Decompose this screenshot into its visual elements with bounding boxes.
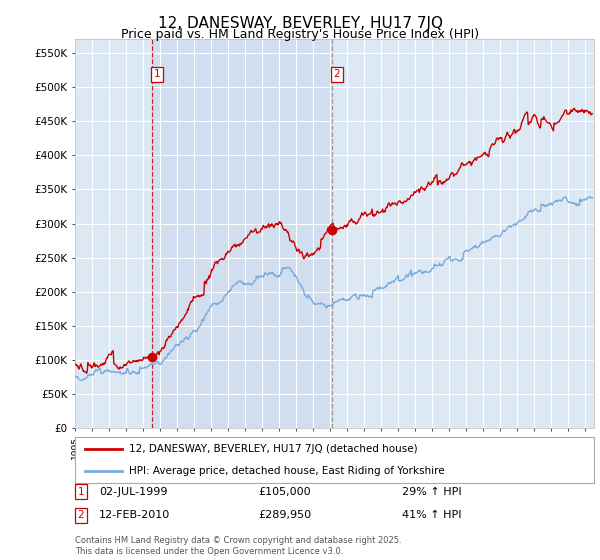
Text: 41% ↑ HPI: 41% ↑ HPI — [402, 510, 461, 520]
Text: 1: 1 — [77, 487, 85, 497]
Text: 12-FEB-2010: 12-FEB-2010 — [99, 510, 170, 520]
Text: 12, DANESWAY, BEVERLEY, HU17 7JQ: 12, DANESWAY, BEVERLEY, HU17 7JQ — [157, 16, 443, 31]
Text: £289,950: £289,950 — [258, 510, 311, 520]
Bar — [152, 39, 332, 428]
Text: Price paid vs. HM Land Registry's House Price Index (HPI): Price paid vs. HM Land Registry's House … — [121, 28, 479, 41]
Text: 29% ↑ HPI: 29% ↑ HPI — [402, 487, 461, 497]
Text: HPI: Average price, detached house, East Riding of Yorkshire: HPI: Average price, detached house, East… — [130, 466, 445, 476]
Text: 2: 2 — [77, 510, 85, 520]
Text: 12, DANESWAY, BEVERLEY, HU17 7JQ (detached house): 12, DANESWAY, BEVERLEY, HU17 7JQ (detach… — [130, 444, 418, 454]
Text: 2: 2 — [334, 69, 340, 79]
Text: 1: 1 — [154, 69, 160, 79]
Text: Contains HM Land Registry data © Crown copyright and database right 2025.
This d: Contains HM Land Registry data © Crown c… — [75, 536, 401, 556]
Text: £105,000: £105,000 — [258, 487, 311, 497]
Text: 02-JUL-1999: 02-JUL-1999 — [99, 487, 167, 497]
